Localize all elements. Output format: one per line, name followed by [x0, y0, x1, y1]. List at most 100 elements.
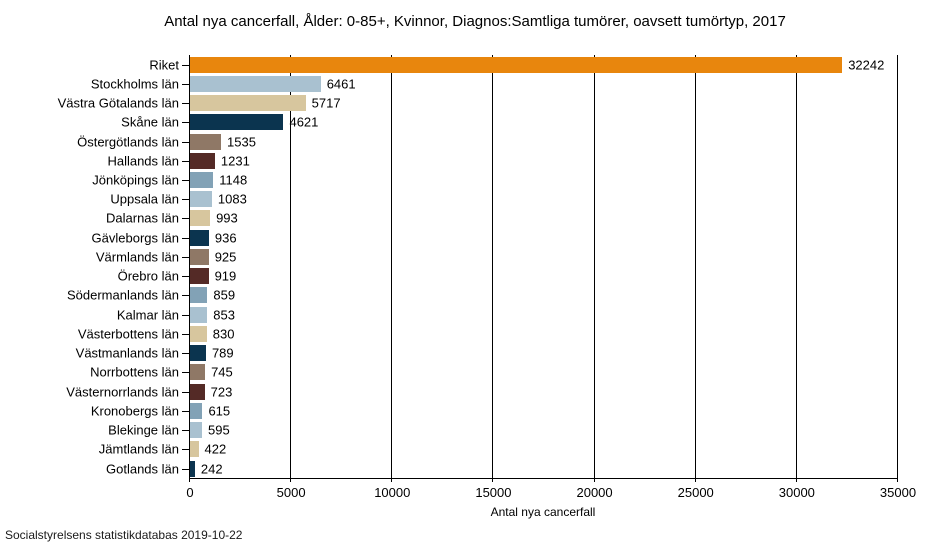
value-label: 723: [210, 384, 233, 400]
category-label: Blekinge län: [108, 422, 179, 438]
grid-line: [492, 55, 494, 478]
x-axis-tick-label: 10000: [374, 485, 411, 500]
category-tick: [182, 64, 189, 66]
bar-row: Örebro län 919: [118, 267, 898, 286]
category-tick: [182, 372, 189, 374]
bar: [190, 210, 211, 227]
x-axis-tick-label: 35000: [879, 485, 917, 500]
bar: [190, 114, 284, 131]
bar: [190, 402, 203, 419]
bar-row: Blekinge län 595: [108, 420, 898, 439]
category-tick: [182, 180, 189, 182]
x-axis-tick-label: 5000: [276, 485, 306, 500]
category-label: Jönköpings län: [92, 172, 179, 188]
value-label: 6461: [326, 76, 356, 92]
category-tick: [182, 160, 189, 162]
grid-line: [593, 55, 595, 478]
category-label: Örebro län: [117, 268, 179, 284]
bar: [190, 422, 203, 439]
bar: [190, 325, 207, 342]
x-axis-tick-label: 20000: [576, 485, 613, 500]
category-tick: [182, 468, 189, 470]
bar-row: Gävleborgs län 936: [92, 228, 898, 247]
category-tick: [182, 449, 189, 451]
category-label: Norrbottens län: [90, 364, 179, 380]
category-label: Hallands län: [107, 153, 179, 169]
bar-row: Jämtlands län 422: [99, 440, 898, 459]
bar-row: Västra Götalands län 5717: [58, 93, 898, 112]
category-label: Skåne län: [121, 114, 179, 130]
category-tick: [182, 410, 189, 412]
value-label: 615: [208, 403, 231, 419]
category-tick: [182, 295, 189, 297]
value-label: 32242: [848, 57, 885, 73]
bar-row: Västernorrlands län 723: [66, 382, 898, 401]
category-label: Dalarnas län: [106, 210, 179, 226]
category-tick: [182, 103, 189, 105]
x-axis-tick: [694, 478, 696, 482]
bar-row: Västmanlands län 789: [76, 344, 898, 363]
plot-area: Riket 32242 Stockholms län 6461 Västra Götal…: [58, 55, 916, 500]
bar-row: Dalarnas län 993: [106, 209, 898, 228]
bar-row: Uppsala län 1083: [110, 190, 898, 209]
category-label: Östergötlands län: [77, 134, 179, 150]
value-label: 936: [214, 230, 237, 246]
bar: [190, 229, 209, 246]
category-label: Västmanlands län: [75, 345, 179, 361]
bar-row: Gotlands län 242: [106, 459, 898, 478]
value-label: 853: [213, 307, 235, 323]
value-label: 1148: [219, 172, 248, 188]
category-label: Västerbottens län: [77, 326, 179, 342]
value-label: 789: [211, 345, 234, 361]
bar-row: Kronobergs län 615: [91, 401, 898, 420]
bar: [190, 460, 195, 477]
x-axis-tick: [391, 478, 393, 482]
category-tick: [182, 430, 189, 432]
category-tick: [182, 333, 189, 335]
bar: [190, 306, 208, 323]
bar: [190, 383, 205, 400]
category-label: Riket: [149, 57, 179, 73]
value-label: 5717: [311, 95, 341, 111]
bar-row: Norrbottens län 745: [90, 363, 898, 382]
x-axis-tick-label: 25000: [677, 485, 714, 500]
value-label: 859: [213, 287, 236, 303]
bars-container: Riket 32242 Stockholms län 6461 Västra Götal…: [58, 55, 898, 478]
x-axis-tick-label: 30000: [778, 485, 815, 500]
value-label: 919: [214, 268, 237, 284]
value-label: 595: [208, 422, 230, 438]
bar: [190, 95, 306, 112]
category-tick: [182, 391, 189, 393]
value-label: 745: [211, 364, 233, 380]
category-tick: [182, 256, 189, 258]
category-tick: [182, 314, 189, 316]
category-tick: [182, 141, 189, 143]
category-label: Västernorrlands län: [66, 384, 179, 400]
category-label: Uppsala län: [110, 191, 179, 207]
bar-row: Södermanlands län 859: [67, 286, 898, 305]
x-axis-tick: [897, 478, 898, 482]
gridlines: [190, 55, 898, 478]
bar-row: Skåne län 4621: [121, 113, 898, 132]
grid-line: [795, 55, 797, 478]
x-axis-tick: [593, 478, 595, 482]
bar-row: Värmlands län 925: [96, 247, 898, 266]
value-label: 925: [214, 249, 237, 265]
bar: [190, 287, 208, 304]
category-label: Värmlands län: [95, 249, 179, 265]
category-label: Gotlands län: [106, 461, 179, 477]
bar: [190, 268, 209, 285]
bar-row: Hallands län 1231: [107, 151, 898, 170]
chart-title: Antal nya cancerfall, Ålder: 0-85+, Kvin…: [164, 13, 786, 30]
x-axis-label: Antal nya cancerfall: [490, 505, 596, 519]
category-tick: [182, 218, 189, 220]
bar-row: Riket 32242: [149, 55, 898, 74]
x-axis-tick: [189, 478, 190, 482]
grid-line: [391, 55, 393, 478]
x-axis-tick-label: 15000: [475, 485, 512, 500]
bar: [190, 248, 209, 265]
bar-row: Stockholms län 6461: [91, 74, 898, 93]
x-axis-tick: [795, 478, 797, 482]
category-tick: [182, 199, 189, 201]
